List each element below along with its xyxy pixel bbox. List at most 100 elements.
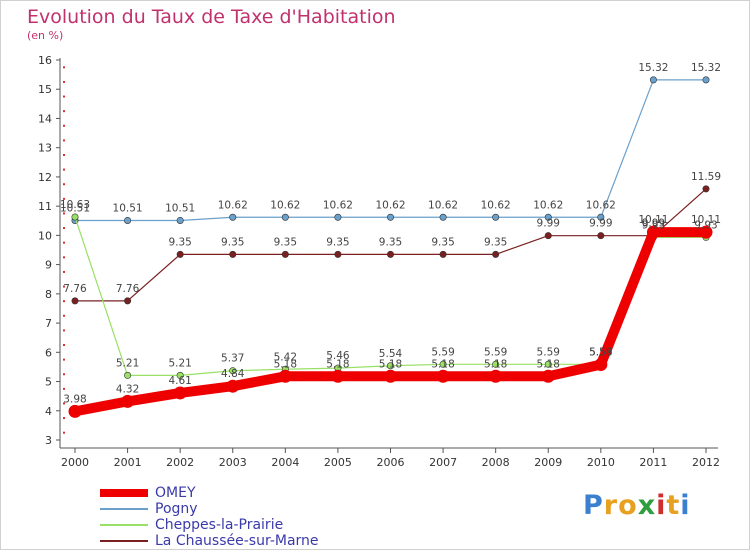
y-minor-dot	[63, 314, 65, 317]
legend-label: Pogny	[155, 501, 198, 517]
data-label: 5.42	[274, 351, 297, 363]
y-minor-dot	[63, 329, 65, 332]
y-minor-dot	[63, 139, 65, 142]
data-label: 10.62	[533, 199, 563, 211]
data-point	[436, 369, 450, 383]
data-point	[702, 185, 710, 193]
logo-letter: P	[583, 490, 604, 521]
data-point	[229, 250, 237, 258]
x-tick-label: 2012	[692, 456, 720, 469]
data-point	[541, 369, 555, 383]
y-minor-dot	[63, 417, 65, 420]
y-minor-dot	[63, 80, 65, 83]
data-label: 10.62	[375, 199, 405, 211]
data-point	[386, 250, 394, 258]
y-minor-dot	[63, 270, 65, 273]
logo-letter: i	[656, 490, 667, 521]
data-label: 15.32	[691, 62, 721, 74]
data-label: 5.18	[274, 358, 297, 370]
data-point	[71, 213, 79, 221]
y-minor-dot	[63, 285, 65, 288]
data-label: 9.35	[484, 236, 507, 248]
data-label: 10.62	[428, 199, 458, 211]
data-point	[489, 369, 503, 383]
data-point	[439, 250, 447, 258]
data-point	[331, 369, 345, 383]
data-point	[544, 360, 552, 368]
data-point	[439, 360, 447, 368]
proxiti-logo: Proxiti	[583, 490, 691, 521]
legend-swatch	[100, 508, 148, 510]
y-minor-dot	[63, 241, 65, 244]
y-minor-dot	[63, 344, 65, 346]
logo-letter: o	[618, 490, 638, 521]
data-label: 10.62	[218, 199, 248, 211]
data-point	[386, 362, 394, 370]
data-point	[68, 404, 82, 418]
legend-label: OMEY	[155, 485, 196, 501]
data-label: 5.37	[221, 353, 244, 365]
data-point	[173, 386, 187, 400]
logo-letter: r	[603, 490, 619, 521]
data-point	[492, 360, 500, 368]
logo-letter: i	[680, 490, 691, 521]
data-point	[176, 216, 184, 224]
legend-swatch	[100, 540, 148, 542]
data-label: 9.93	[694, 219, 717, 231]
data-point	[384, 369, 397, 383]
data-label: 4.84	[221, 368, 245, 380]
y-tick-label: 6	[45, 346, 52, 359]
legend-label: Cheppes-la-Prairie	[155, 517, 284, 533]
data-point	[121, 394, 135, 408]
data-label: 10.62	[586, 199, 616, 211]
data-label: 15.32	[638, 62, 668, 74]
data-point	[281, 250, 289, 258]
data-label: 9.99	[537, 218, 560, 230]
x-tick-label: 2002	[166, 456, 194, 469]
data-label: 10.51	[60, 202, 90, 214]
data-label: 9.35	[379, 236, 402, 248]
chart-unit-label: (en %)	[27, 29, 64, 42]
y-minor-dot	[63, 154, 65, 156]
data-point	[281, 213, 289, 221]
data-label: 5.59	[484, 346, 507, 358]
y-minor-dot	[63, 66, 65, 69]
y-minor-dot	[63, 95, 65, 98]
legend-swatch	[100, 489, 148, 497]
y-minor-dot	[63, 387, 65, 390]
data-label: 10.11	[638, 214, 668, 226]
data-point	[544, 213, 552, 221]
y-minor-dot	[63, 300, 65, 303]
data-label: 5.21	[168, 357, 191, 369]
data-point	[597, 232, 605, 240]
y-tick-label: 14	[38, 112, 52, 125]
y-minor-dot	[63, 256, 65, 259]
data-label: 10.51	[113, 202, 143, 214]
data-label: 5.59	[589, 346, 612, 358]
data-label: 9.35	[431, 236, 454, 248]
x-tick-label: 2010	[587, 456, 615, 469]
data-label: 10.11	[691, 214, 721, 226]
x-tick-label: 2009	[534, 456, 562, 469]
y-tick-label: 11	[38, 200, 52, 213]
data-point	[226, 379, 240, 393]
data-label: 5.59	[537, 346, 560, 358]
y-tick-label: 15	[38, 83, 52, 96]
y-minor-dot	[63, 212, 65, 215]
data-label: 9.99	[589, 218, 612, 230]
data-label: 10.62	[270, 199, 300, 211]
x-tick-label: 2004	[271, 456, 299, 469]
data-label: 4.61	[168, 375, 191, 387]
y-tick-label: 12	[38, 171, 52, 184]
data-point	[597, 213, 605, 221]
data-label: 9.35	[274, 236, 297, 248]
y-tick-label: 10	[38, 229, 52, 242]
x-tick-label: 2000	[61, 456, 89, 469]
y-tick-label: 4	[45, 405, 52, 418]
data-label: 7.76	[63, 283, 87, 295]
data-point	[124, 216, 132, 224]
legend-label: La Chaussée-sur-Marne	[155, 533, 319, 549]
data-label: 5.21	[116, 357, 139, 369]
data-label: 4.32	[116, 383, 139, 395]
y-minor-dot	[63, 110, 65, 113]
